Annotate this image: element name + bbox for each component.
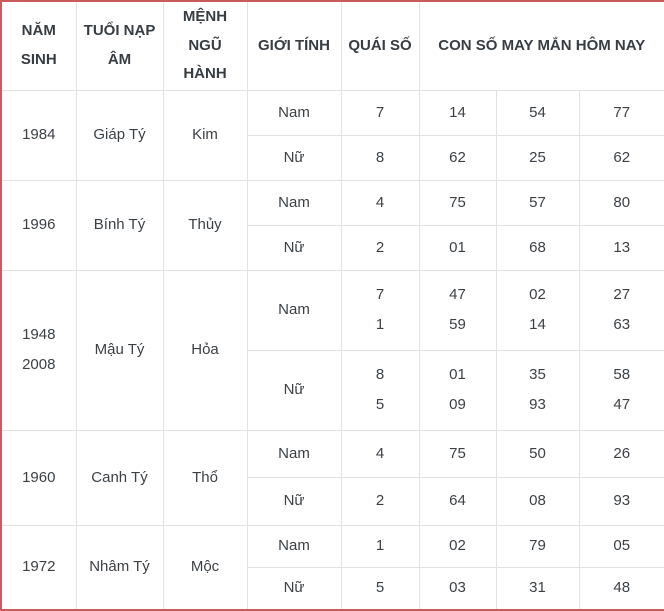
- lucky-number-cell: 62: [418, 134, 497, 181]
- column-header-lucky-numbers: CON SỐ MAY MẮN HÔM NAY: [418, 0, 664, 91]
- gender-cell: Nữ: [246, 349, 342, 431]
- trigram-cell: 7 1: [340, 269, 420, 351]
- gender-cell: Nam: [246, 179, 342, 226]
- age-cell: Giáp Tý: [75, 89, 164, 181]
- lucky-number-cell: 27 63: [578, 269, 664, 351]
- age-cell: Bính Tý: [75, 179, 164, 271]
- table-row: 1984 Giáp Tý Kim Nam 7 14 54 77: [0, 89, 664, 181]
- age-cell: Canh Tý: [75, 429, 164, 526]
- lucky-number-cell: 26: [578, 429, 664, 478]
- element-cell: Thủy: [162, 179, 248, 271]
- trigram-cell: 4: [340, 429, 420, 478]
- lucky-number-cell: 31: [495, 566, 580, 611]
- trigram-cell: 4: [340, 179, 420, 226]
- column-header-trigram: QUÁI SỐ: [340, 0, 420, 91]
- lucky-number-cell: 57: [495, 179, 580, 226]
- lucky-number-cell: 14: [418, 89, 497, 136]
- lucky-number-cell: 77: [578, 89, 664, 136]
- lucky-number-cell: 64: [418, 476, 497, 526]
- lucky-number-cell: 35 93: [495, 349, 580, 431]
- lucky-number-cell: 48: [578, 566, 664, 611]
- element-cell: Mộc: [162, 524, 248, 611]
- lucky-number-cell: 13: [578, 224, 664, 271]
- year-cell: 1948 2008: [0, 269, 77, 431]
- lucky-number-cell: 47 59: [418, 269, 497, 351]
- column-header-gender: GIỚI TÍNH: [246, 0, 342, 91]
- element-cell: Kim: [162, 89, 248, 181]
- year-cell: 1972: [0, 524, 77, 611]
- year-cell: 1960: [0, 429, 77, 526]
- trigram-cell: 8 5: [340, 349, 420, 431]
- column-header-year: NĂM SINH: [0, 0, 77, 91]
- table-row: 1996 Bính Tý Thủy Nam 4 75 57 80: [0, 179, 664, 271]
- trigram-cell: 7: [340, 89, 420, 136]
- header-row: NĂM SINH TUỔI NẠP ÂM MỆNH NGŨ HÀNH GIỚI …: [0, 0, 664, 91]
- element-cell: Hỏa: [162, 269, 248, 431]
- gender-cell: Nữ: [246, 476, 342, 526]
- trigram-cell: 5: [340, 566, 420, 611]
- lucky-number-cell: 75: [418, 179, 497, 226]
- trigram-cell: 2: [340, 224, 420, 271]
- gender-cell: Nữ: [246, 566, 342, 611]
- lucky-number-cell: 80: [578, 179, 664, 226]
- trigram-cell: 2: [340, 476, 420, 526]
- age-cell: Mậu Tý: [75, 269, 164, 431]
- lucky-number-cell: 68: [495, 224, 580, 271]
- table-row: 1948 2008 Mậu Tý Hỏa Nam 7 1 47 59 02 14…: [0, 269, 664, 431]
- column-header-age: TUỔI NẠP ÂM: [75, 0, 164, 91]
- lucky-number-cell: 58 47: [578, 349, 664, 431]
- lucky-number-cell: 05: [578, 524, 664, 568]
- year-cell: 1984: [0, 89, 77, 181]
- gender-cell: Nữ: [246, 134, 342, 181]
- lucky-number-cell: 08: [495, 476, 580, 526]
- table-row: Nữ 2 01 68 13: [1, 224, 664, 271]
- lucky-number-cell: 01 09: [418, 349, 497, 431]
- lucky-number-cell: 75: [418, 429, 497, 478]
- lucky-number-cell: 79: [495, 524, 580, 568]
- trigram-cell: 1: [340, 524, 420, 568]
- gender-cell: Nữ: [246, 224, 342, 271]
- gender-cell: Nam: [246, 89, 342, 136]
- lucky-number-cell: 93: [578, 476, 664, 526]
- year-cell: 1996: [0, 179, 77, 271]
- gender-cell: Nam: [246, 429, 342, 478]
- age-cell: Nhâm Tý: [75, 524, 164, 611]
- gender-cell: Nam: [246, 269, 342, 351]
- lucky-number-cell: 50: [495, 429, 580, 478]
- lucky-number-cell: 03: [418, 566, 497, 611]
- element-cell: Thổ: [162, 429, 248, 526]
- table-row: 1972 Nhâm Tý Mộc Nam 1 02 79 05: [0, 524, 664, 611]
- table-row: Nữ 8 62 25 62: [1, 134, 664, 181]
- lucky-number-cell: 02: [418, 524, 497, 568]
- lucky-number-cell: 01: [418, 224, 497, 271]
- lucky-number-cell: 54: [495, 89, 580, 136]
- lucky-number-cell: 62: [578, 134, 664, 181]
- table-row: 1960 Canh Tý Thổ Nam 4 75 50 26: [0, 429, 664, 526]
- trigram-cell: 8: [340, 134, 420, 181]
- column-header-element: MỆNH NGŨ HÀNH: [162, 0, 248, 91]
- lucky-number-cell: 02 14: [495, 269, 580, 351]
- gender-cell: Nam: [246, 524, 342, 568]
- table-row: Nữ 2 64 08 93: [1, 476, 664, 526]
- lucky-number-cell: 25: [495, 134, 580, 181]
